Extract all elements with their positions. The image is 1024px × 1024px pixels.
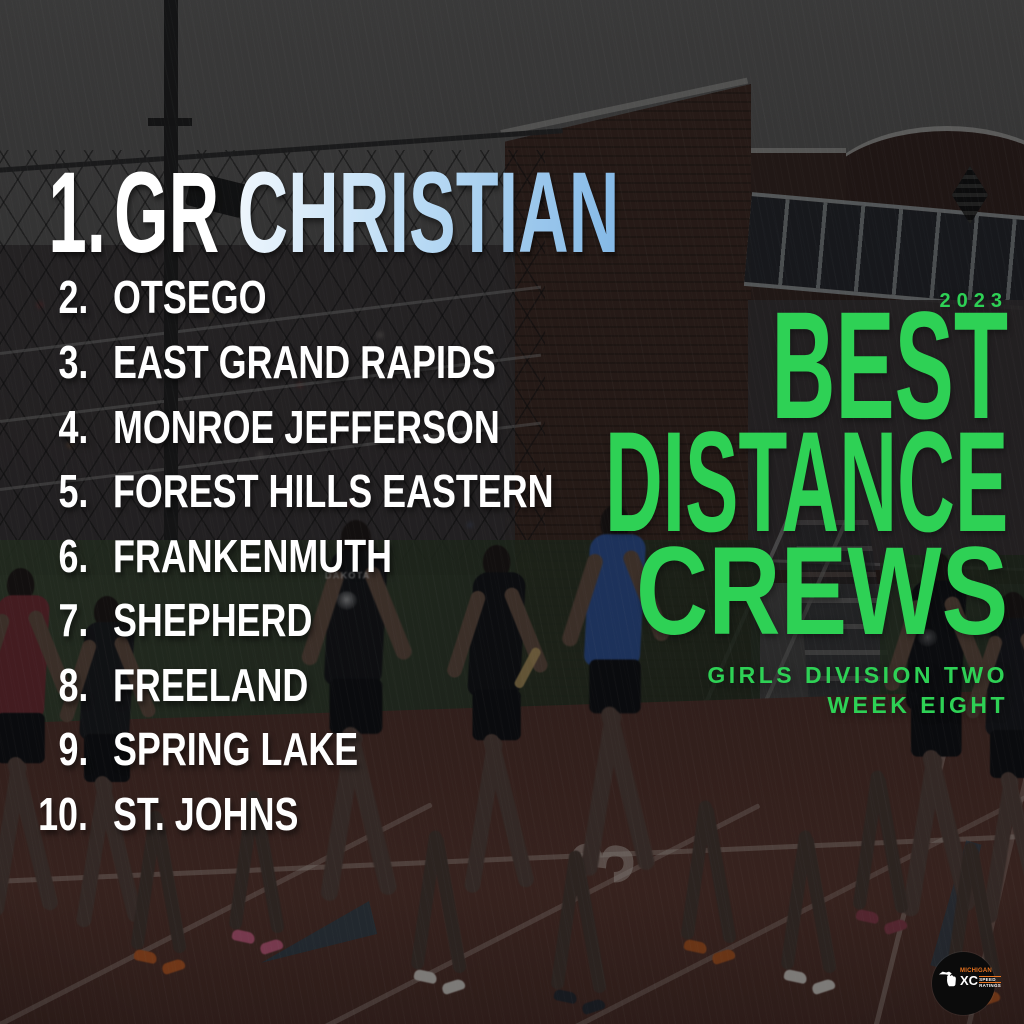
michigan-icon xyxy=(938,971,956,987)
rank-number: 9. xyxy=(58,723,88,775)
team-name: SHEPHERD xyxy=(113,594,313,646)
brand-logo: MICHIGAN XC SPEED RATINGS xyxy=(932,952,1002,1015)
rank-number: 1. xyxy=(48,149,106,277)
subtitle-week: WEEK EIGHT xyxy=(827,692,1008,718)
rank-number: 8. xyxy=(58,659,88,711)
team-name: OTSEGO xyxy=(113,271,267,323)
team-name: FRANKENMUTH xyxy=(113,530,393,582)
team-name: MONROE JEFFERSON xyxy=(113,401,500,453)
team-name-primary: GR xyxy=(114,149,220,277)
title-line-crews: CREWS xyxy=(635,522,1008,661)
logo-text-michigan: MICHIGAN xyxy=(960,968,992,974)
team-name: SPRING LAKE xyxy=(113,723,359,775)
team-name: FREELAND xyxy=(113,659,309,711)
team-name: FOREST HILLS EASTERN xyxy=(113,465,554,517)
title-line-distance: DISTANCE xyxy=(604,403,1008,562)
team-name-highlight: CHRISTIAN xyxy=(237,149,620,277)
team-name: ST. JOHNS xyxy=(113,788,299,840)
rank-number: 6. xyxy=(58,530,88,582)
title-line-best: BEST xyxy=(771,280,1008,451)
subtitle-division: GIRLS DIVISION TWO xyxy=(707,662,1008,688)
rank-number: 4. xyxy=(58,401,88,453)
logo-text-ratings: RATINGS xyxy=(979,982,1002,989)
rank-number: 2. xyxy=(58,271,88,323)
year-label: 2023 xyxy=(939,290,1008,312)
logo-text-xc: XC xyxy=(960,973,979,988)
team-name: EAST GRAND RAPIDS xyxy=(113,336,496,388)
rank-number: 5. xyxy=(58,465,88,517)
team-name: GR CHRISTIAN xyxy=(114,156,943,271)
rank-number: 10. xyxy=(38,788,88,840)
rank-number: 7. xyxy=(58,594,88,646)
logo-text-speed: SPEED xyxy=(979,976,1002,982)
rank-number: 3. xyxy=(58,336,88,388)
logo-text: MICHIGAN XC SPEED RATINGS xyxy=(960,968,1002,989)
